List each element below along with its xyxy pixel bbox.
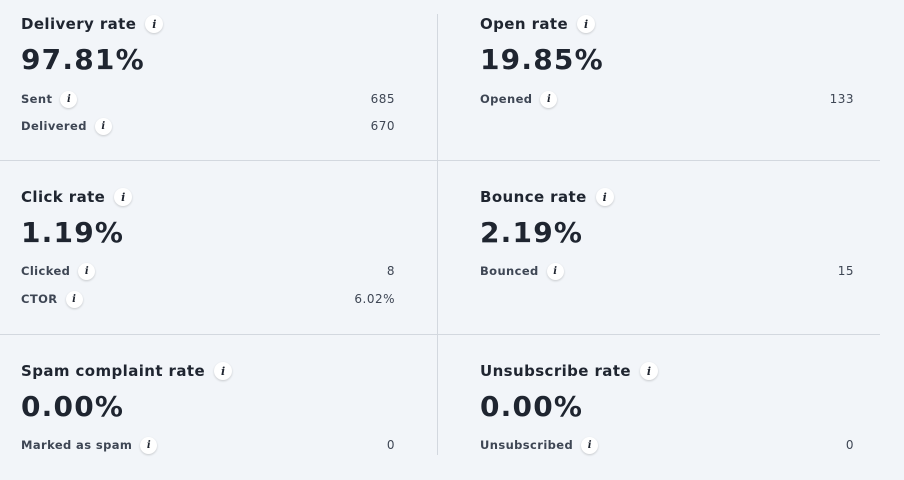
metric-label: Marked as spam <box>21 438 133 452</box>
metric-value: 8 <box>386 264 395 278</box>
metric-value: 133 <box>829 92 854 106</box>
spam-complaint-rate-card: Spam complaint rate i 0.00% Marked as sp… <box>21 360 396 454</box>
info-icon[interactable]: i <box>78 262 96 280</box>
info-icon[interactable]: i <box>540 90 558 108</box>
delivery-rate-card: Delivery rate i 97.81% Sent i 685 Delive… <box>21 13 396 135</box>
metric-label: Delivered <box>21 119 87 133</box>
open-rate-card: Open rate i 19.85% Opened i 133 <box>480 13 855 108</box>
info-icon[interactable]: i <box>94 117 112 135</box>
metric-label: Bounced <box>480 264 539 278</box>
metric-row: Unsubscribed i 0 <box>480 435 854 455</box>
info-icon[interactable]: i <box>577 15 596 33</box>
card-value: 1.19% <box>21 216 125 249</box>
metric-row: Clicked i 8 <box>21 261 395 281</box>
metric-value: 6.02% <box>354 292 395 306</box>
metric-row: Bounced i 15 <box>480 261 854 281</box>
info-icon[interactable]: i <box>546 262 564 280</box>
info-icon[interactable]: i <box>581 436 599 454</box>
card-value: 19.85% <box>480 43 604 76</box>
row-divider <box>0 334 880 335</box>
metric-value: 0 <box>386 438 395 452</box>
metric-value: 0 <box>845 438 854 452</box>
card-value: 2.19% <box>480 216 584 249</box>
metric-value: 15 <box>837 264 854 278</box>
metric-label: Clicked <box>21 264 71 278</box>
card-title: Bounce rate <box>480 188 587 206</box>
card-title: Spam complaint rate <box>21 362 206 380</box>
metric-value: 670 <box>370 119 395 133</box>
info-icon[interactable]: i <box>65 290 83 308</box>
metric-row: Sent i 685 <box>21 89 395 109</box>
metric-label: CTOR <box>21 292 58 306</box>
click-rate-card: Click rate i 1.19% Clicked i 8 CTOR i 6.… <box>21 186 396 308</box>
metric-value: 685 <box>370 92 395 106</box>
info-icon[interactable]: i <box>214 362 233 380</box>
info-icon[interactable]: i <box>140 436 158 454</box>
info-icon[interactable]: i <box>114 188 133 206</box>
card-value: 97.81% <box>21 43 145 76</box>
metric-label: Opened <box>480 92 533 106</box>
row-divider <box>0 160 880 161</box>
bounce-rate-card: Bounce rate i 2.19% Bounced i 15 <box>480 186 855 280</box>
info-icon[interactable]: i <box>595 188 614 206</box>
metric-row: Delivered i 670 <box>21 116 395 136</box>
metric-row: Opened i 133 <box>480 89 854 109</box>
column-divider <box>437 14 438 455</box>
card-title: Open rate <box>480 15 569 33</box>
metric-label: Sent <box>21 92 53 106</box>
metric-row: CTOR i 6.02% <box>21 289 395 309</box>
card-title: Delivery rate <box>21 15 137 33</box>
metric-row: Marked as spam i 0 <box>21 435 395 455</box>
info-icon[interactable]: i <box>145 15 164 33</box>
card-value: 0.00% <box>21 390 125 423</box>
card-value: 0.00% <box>480 390 584 423</box>
unsubscribe-rate-card: Unsubscribe rate i 0.00% Unsubscribed i … <box>480 360 855 454</box>
card-title: Click rate <box>21 188 106 206</box>
card-title: Unsubscribe rate <box>480 362 631 380</box>
metric-label: Unsubscribed <box>480 438 574 452</box>
info-icon[interactable]: i <box>639 362 658 380</box>
info-icon[interactable]: i <box>60 90 78 108</box>
